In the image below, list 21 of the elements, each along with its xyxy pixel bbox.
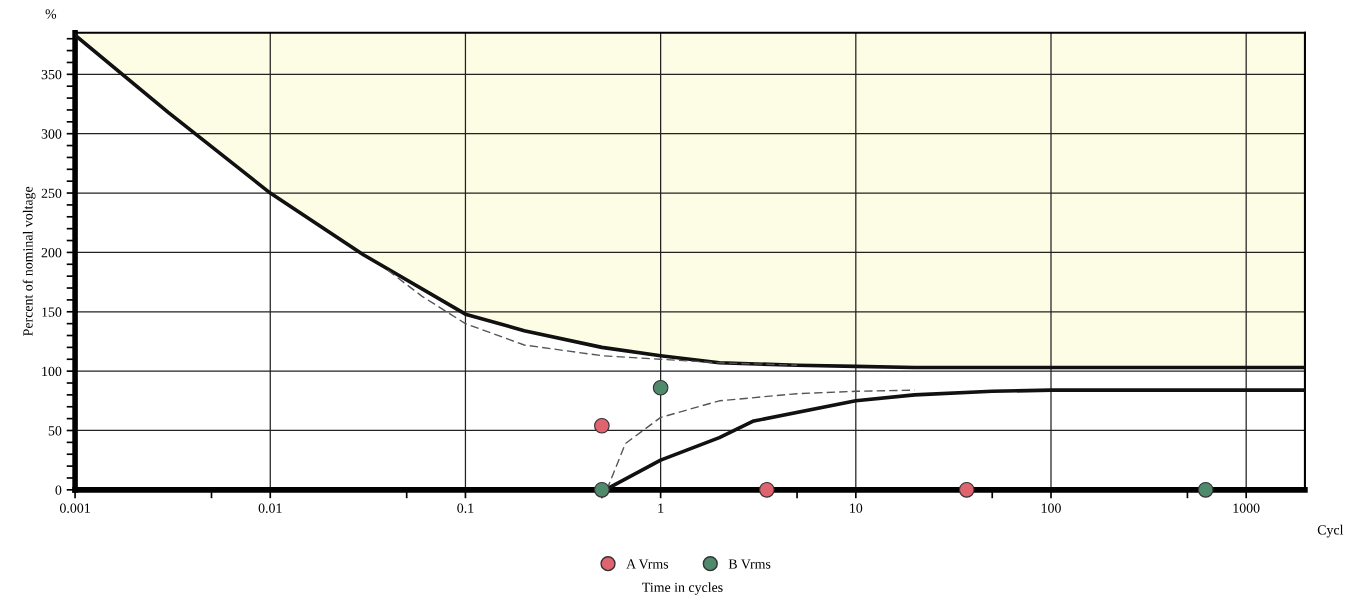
text: Cycl: [1317, 524, 1344, 538]
x-tick-label: 1000: [1233, 503, 1260, 513]
y-axis-title: Percent of nominal voltage: [22, 186, 36, 336]
y-tick-label: 100: [42, 366, 62, 377]
x-tick-label: 0.1: [457, 503, 474, 513]
y-tick-label: 150: [42, 307, 62, 317]
legend-label: A Vrms: [626, 559, 669, 569]
x-tick-label: 0.001: [59, 503, 90, 513]
legend-label: B Vrms: [728, 559, 771, 569]
y-tick-label: 200: [41, 247, 62, 258]
x-axis-title: Time in cycles: [642, 582, 723, 595]
y-tick-label: 50: [48, 426, 62, 436]
y-tick-label: 250: [41, 188, 62, 199]
x-tick-label: 1: [658, 503, 664, 513]
y-tick-label: 300: [41, 129, 62, 139]
y-tick-label: 0: [55, 485, 62, 495]
x-tick-label: 100: [1041, 503, 1061, 513]
text: %: [45, 9, 57, 19]
x-tick-label: 10: [850, 503, 863, 513]
x-tick-label: 0.01: [258, 503, 282, 513]
y-tick-label: 350: [41, 69, 62, 80]
